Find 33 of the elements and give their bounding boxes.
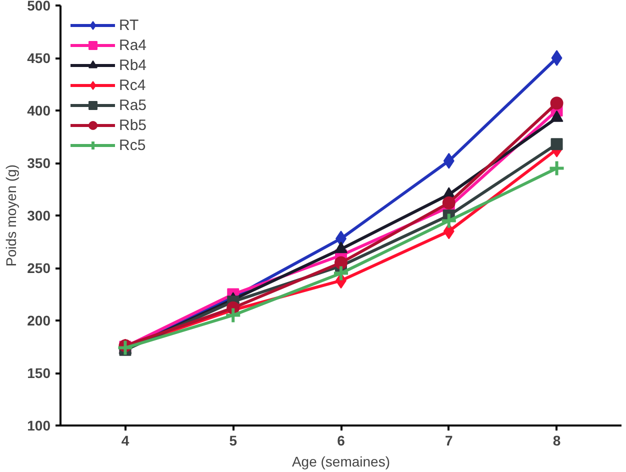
legend-label: Ra5 xyxy=(119,96,147,114)
point xyxy=(440,212,458,230)
legend-label: Rb5 xyxy=(119,116,147,134)
point xyxy=(332,264,350,282)
y-tick-label: 350 xyxy=(27,155,51,171)
x-tick-label: 5 xyxy=(229,432,238,448)
legend-label: Rb4 xyxy=(119,56,147,74)
x-axis-title: Age (semaines) xyxy=(292,454,390,470)
legend-label: Rc5 xyxy=(119,136,146,154)
legend-label: RT xyxy=(119,16,139,34)
x-tick-label: 6 xyxy=(337,432,346,448)
point xyxy=(224,306,242,324)
point xyxy=(334,256,348,270)
point xyxy=(116,339,134,356)
point xyxy=(550,138,563,150)
legend-label: Ra4 xyxy=(119,36,147,54)
y-tick-label: 200 xyxy=(27,312,51,328)
legend-label: Rc4 xyxy=(119,76,146,94)
y-tick-label: 500 xyxy=(27,0,51,14)
point xyxy=(551,50,562,66)
x-tick-label: 4 xyxy=(121,432,130,448)
y-tick-label: 450 xyxy=(27,50,51,66)
y-tick-label: 100 xyxy=(27,418,51,434)
point xyxy=(550,96,564,110)
y-tick-label: 300 xyxy=(27,208,51,224)
y-tick-label: 250 xyxy=(27,260,51,276)
x-tick-label: 8 xyxy=(552,432,561,448)
x-tick-label: 7 xyxy=(444,432,453,448)
point xyxy=(548,160,566,177)
y-tick-label: 400 xyxy=(27,102,51,118)
point xyxy=(442,196,456,210)
y-axis-title: Poids moyen (g) xyxy=(3,164,20,266)
y-tick-label: 150 xyxy=(27,365,51,381)
